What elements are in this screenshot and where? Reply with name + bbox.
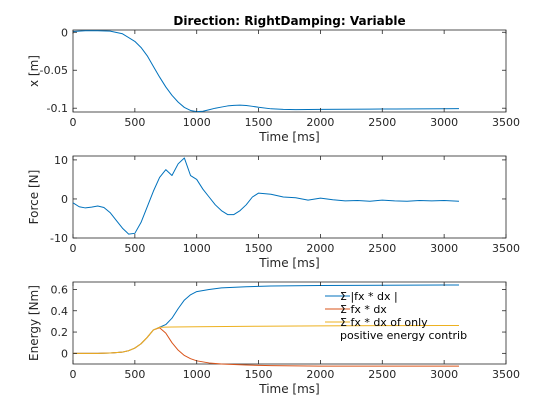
y-tick-label: 0.2 (51, 326, 69, 339)
x-tick-label: 0 (70, 368, 77, 381)
x-tick-label: 500 (124, 116, 145, 129)
plot-area (72, 29, 507, 113)
x-tick-label: 3500 (492, 368, 520, 381)
x-tick-label: 2500 (368, 116, 396, 129)
x-tick-label: 1000 (183, 242, 211, 255)
x-tick-label: 3000 (430, 242, 458, 255)
y-tick-label: 0.6 (51, 283, 69, 296)
x-tick-label: 2000 (306, 242, 334, 255)
x-tick-label: 500 (124, 368, 145, 381)
legend: Σ |fx * dx |Σ fx * dxΣ fx * dx of onlypo… (325, 290, 467, 342)
x-tick-label: 1000 (183, 116, 211, 129)
x-tick-label: 0 (70, 116, 77, 129)
y-axis-label: Energy [Nm] (27, 285, 41, 361)
y-tick-label: -0.05 (40, 64, 68, 77)
y-tick-label: 0 (61, 347, 68, 360)
y-tick-label: 0 (61, 26, 68, 39)
x-tick-label: 2000 (306, 116, 334, 129)
y-tick-label: 0 (61, 193, 68, 206)
y-tick-label: -0.1 (47, 102, 68, 115)
axes-3: 0 500 1000 1500 2000 2500 3000 3500 0.6 0.4 0.2 0 Ti… (27, 281, 520, 396)
x-tick-label: 2500 (368, 242, 396, 255)
y-axis-label: x [m] (27, 55, 41, 87)
legend-label-1: Σ |fx * dx | (340, 290, 398, 303)
x-tick-label: 3000 (430, 368, 458, 381)
legend-label-3: positive energy contrib (340, 329, 467, 342)
x-tick-label: 0 (70, 242, 77, 255)
y-tick-label: 10 (54, 154, 68, 167)
x-tick-label: 2500 (368, 368, 396, 381)
x-tick-label: 3500 (492, 116, 520, 129)
y-axis-label: Force [N] (27, 170, 41, 225)
x-tick-label: 1000 (183, 368, 211, 381)
x-tick-label: 500 (124, 242, 145, 255)
x-axis-label: Time [ms] (258, 382, 320, 396)
y-tick-label: -10 (50, 232, 68, 245)
axes-1: 0 500 1000 1500 2000 2500 3000 3500 0 -0.05 -0.1 Ti… (27, 14, 520, 144)
x-tick-label: 2000 (306, 368, 334, 381)
series-line-3 (73, 324, 459, 354)
x-axis-label: Time [ms] (258, 256, 320, 270)
x-tick-label: 3000 (430, 116, 458, 129)
series-line-1 (72, 157, 460, 235)
x-axis-label: Time [ms] (258, 130, 320, 144)
x-tick-label: 1500 (245, 368, 273, 381)
y-tick-label: 0.4 (51, 305, 69, 318)
x-tick-label: 3500 (492, 242, 520, 255)
x-tick-label: 1500 (245, 116, 273, 129)
legend-label-3: Σ fx * dx of only (340, 316, 428, 329)
chart-title: Direction: RightDamping: Variable (173, 14, 405, 28)
plot-area (72, 281, 507, 365)
legend-label-2: Σ fx * dx (340, 303, 387, 316)
series-line-1 (72, 30, 459, 113)
x-tick-label: 1500 (245, 242, 273, 255)
